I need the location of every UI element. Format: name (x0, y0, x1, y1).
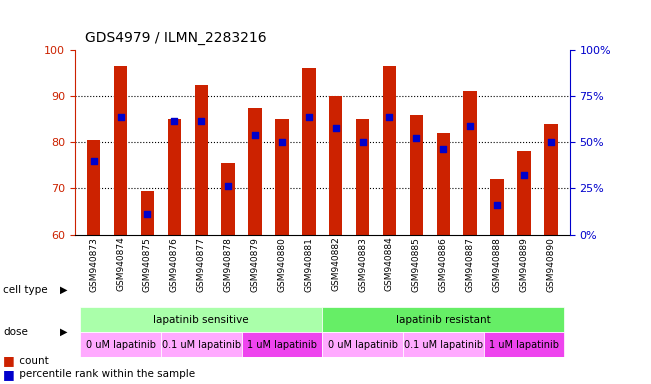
Point (277, 139, 287, 145)
Text: ■: ■ (3, 368, 15, 381)
Bar (322, 332, 403, 357)
Text: GSM940877: GSM940877 (197, 237, 206, 291)
Text: lapatinib sensitive: lapatinib sensitive (154, 314, 249, 324)
Point (196, 118, 206, 124)
Bar (322, 307, 564, 332)
Bar (221, 163, 235, 235)
Text: GSM940888: GSM940888 (493, 237, 501, 291)
Point (115, 114, 126, 120)
Bar (275, 119, 288, 235)
Bar (356, 119, 369, 235)
Text: GSM940874: GSM940874 (116, 237, 125, 291)
Bar (383, 66, 396, 235)
Point (303, 114, 314, 120)
Bar (409, 114, 423, 235)
Point (250, 132, 260, 138)
Text: ■: ■ (3, 354, 15, 367)
Text: GSM940887: GSM940887 (465, 237, 475, 291)
Text: GSM940873: GSM940873 (89, 237, 98, 291)
Bar (87, 140, 100, 235)
Text: GSM940876: GSM940876 (170, 237, 179, 291)
Text: 0.1 uM lapatinib: 0.1 uM lapatinib (404, 339, 483, 349)
Point (143, 211, 153, 217)
Point (357, 139, 368, 145)
Text: GSM940883: GSM940883 (358, 237, 367, 291)
Point (465, 123, 475, 129)
Point (384, 114, 395, 120)
Bar (302, 68, 316, 235)
Text: ▶: ▶ (60, 285, 68, 295)
Bar (114, 66, 128, 235)
Bar (517, 151, 531, 235)
Text: GSM940884: GSM940884 (385, 237, 394, 291)
Text: lapatinib resistant: lapatinib resistant (396, 314, 491, 324)
Bar (161, 332, 242, 357)
Bar (437, 133, 450, 235)
Point (546, 139, 556, 145)
Bar (195, 84, 208, 235)
Bar (464, 91, 477, 235)
Text: GSM940889: GSM940889 (519, 237, 529, 291)
Text: GSM940881: GSM940881 (304, 237, 313, 291)
Bar (490, 179, 504, 235)
Text: 1 uM lapatinib: 1 uM lapatinib (247, 339, 317, 349)
Point (411, 134, 422, 141)
Bar (141, 191, 154, 235)
Point (331, 125, 341, 131)
Text: GSM940890: GSM940890 (546, 237, 555, 291)
Bar (329, 96, 342, 235)
Point (438, 146, 449, 152)
Point (223, 183, 233, 189)
Text: percentile rank within the sample: percentile rank within the sample (16, 369, 195, 379)
Bar (484, 332, 564, 357)
Text: GSM940882: GSM940882 (331, 237, 340, 291)
Text: GDS4979 / ILMN_2283216: GDS4979 / ILMN_2283216 (85, 31, 266, 45)
Text: 0 uM lapatinib: 0 uM lapatinib (85, 339, 156, 349)
Text: GSM940875: GSM940875 (143, 237, 152, 291)
Bar (544, 124, 557, 235)
Bar (80, 332, 161, 357)
Text: cell type: cell type (3, 285, 48, 295)
Point (519, 171, 529, 177)
Text: 1 uM lapatinib: 1 uM lapatinib (489, 339, 559, 349)
Bar (80, 307, 322, 332)
Text: GSM940880: GSM940880 (277, 237, 286, 291)
Bar (403, 332, 484, 357)
Text: GSM940879: GSM940879 (251, 237, 260, 291)
Text: GSM940886: GSM940886 (439, 237, 448, 291)
Bar (242, 332, 322, 357)
Text: ▶: ▶ (60, 327, 68, 337)
Point (169, 118, 180, 124)
Point (492, 202, 502, 208)
Text: 0.1 uM lapatinib: 0.1 uM lapatinib (161, 339, 241, 349)
Text: dose: dose (3, 327, 28, 337)
Point (89, 157, 99, 164)
Bar (248, 108, 262, 235)
Text: GSM940885: GSM940885 (412, 237, 421, 291)
Text: count: count (16, 356, 49, 366)
Text: GSM940878: GSM940878 (224, 237, 232, 291)
Text: 0 uM lapatinib: 0 uM lapatinib (327, 339, 398, 349)
Bar (168, 119, 181, 235)
